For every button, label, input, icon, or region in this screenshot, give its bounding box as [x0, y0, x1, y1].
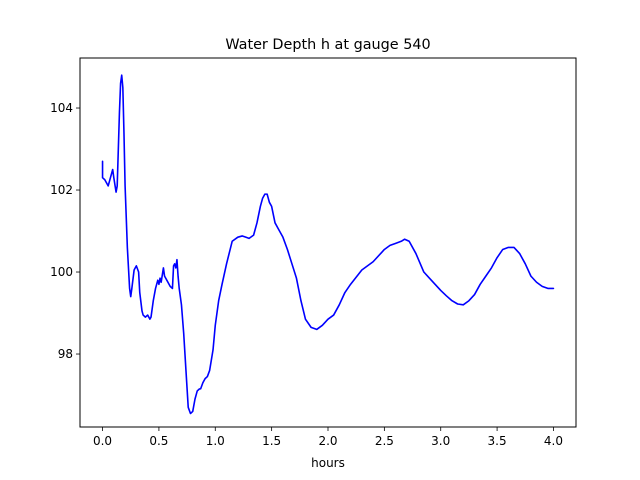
- x-axis-label: hours: [311, 456, 345, 470]
- axes-layer: 0.0 0.5 1.0 1.5 2.0 2.5 3.0 3.5 4.0 98 100 102 104: [50, 101, 563, 448]
- x-tick-label: 2.5: [375, 434, 394, 448]
- plot-frame: [79, 57, 577, 428]
- y-tick-label: 104: [50, 101, 73, 115]
- plot-layer: [101, 74, 555, 415]
- x-tick-label: 0.5: [149, 434, 168, 448]
- x-tick-label: 4.0: [544, 434, 563, 448]
- series-line-water-depth: [101, 74, 555, 415]
- chart-title: Water Depth h at gauge 540: [225, 37, 430, 53]
- x-tick-label: 0.0: [93, 434, 112, 448]
- y-tick-label: 102: [50, 183, 73, 197]
- x-tick-label: 3.5: [488, 434, 507, 448]
- x-tick-label: 1.0: [206, 434, 225, 448]
- y-tick-label: 100: [50, 265, 73, 279]
- x-tick-label: 1.5: [262, 434, 281, 448]
- plot-area: [80, 58, 576, 427]
- y-tick-label: 98: [58, 347, 73, 361]
- x-tick-label: 3.0: [431, 434, 450, 448]
- x-tick-label: 2.0: [318, 434, 337, 448]
